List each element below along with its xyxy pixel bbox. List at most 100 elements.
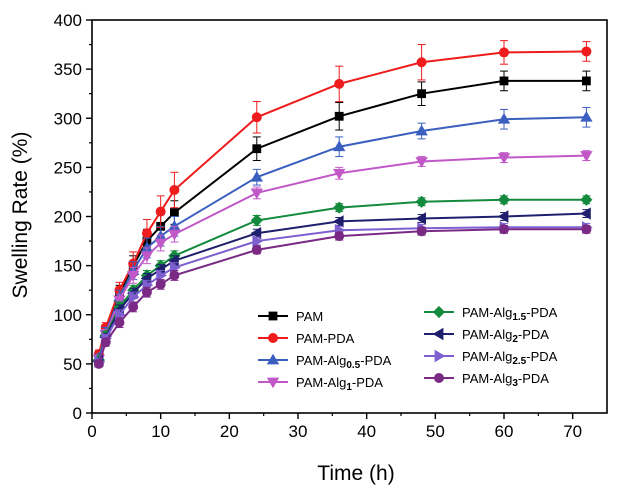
data-point [581,224,592,235]
y-tick-label: 350 [54,60,82,79]
legend-swatch-marker [432,305,446,319]
data-point [140,272,152,285]
data-point [93,358,104,369]
data-point [140,251,154,263]
data-point [127,271,140,282]
data-point [169,208,179,217]
data-point [113,295,126,307]
data-point [128,301,139,312]
data-point [169,270,180,281]
legend-swatch-marker [433,372,444,383]
data-point [250,227,262,240]
legend-item-6: PAM-Alg2-PDA [424,327,549,345]
data-point [334,78,345,89]
data-point [415,195,428,208]
legend-label: PAM [296,309,323,324]
data-point [415,157,428,168]
series-group [92,40,593,369]
data-point [100,337,111,348]
data-point [497,193,511,206]
y-axis-title: Swelling Rate (%) [9,132,32,299]
y-tick-label: 250 [54,158,82,177]
data-point [416,57,427,68]
data-point [168,229,181,241]
x-tick-label: 10 [151,422,170,441]
data-point [497,112,511,124]
legend-label: PAM-Alg1.5-PDA [462,305,558,323]
x-tick-label: 60 [495,422,514,441]
data-point [252,144,262,154]
series-8 [93,224,592,369]
data-point [155,206,166,217]
x-tick-label: 30 [289,422,308,441]
data-point [334,111,344,121]
legend-label: PAM-Alg1-PDA [296,375,383,393]
axes: 0 10 20 30 40 50 60 70 0 50 100 150 200 250 300 350 400 [54,11,608,441]
y-tick-label: 50 [63,355,82,374]
data-point [154,238,167,250]
legend: PAM PAM-PDA PAM-Alg0.5-PDA PAM-Alg1-PDA PAM-… [258,305,558,393]
data-point [334,231,345,242]
data-point [332,215,344,228]
legend-swatch-marker [266,353,280,365]
data-point [250,188,263,200]
legend-swatch-marker [432,327,444,341]
x-tick-label: 0 [87,422,96,441]
legend-label: PAM-Alg2-PDA [462,327,549,345]
legend-swatch-marker [268,311,278,321]
data-point [155,279,166,290]
data-point [141,287,152,298]
legend-swatch-marker [266,377,280,389]
y-tick-label: 300 [54,109,82,128]
data-point [169,184,180,195]
data-point [580,207,591,220]
data-point [141,228,152,239]
data-point [580,151,593,162]
x-axis-title: Time (h) [317,462,394,485]
data-point [168,254,179,267]
x-tick-label: 70 [563,422,582,441]
data-point [416,226,427,237]
y-tick-label: 200 [54,208,82,227]
data-point [498,47,509,58]
x-tick-label: 20 [220,422,239,441]
data-point [581,46,592,57]
data-point [497,153,511,164]
x-tick-label: 40 [357,422,376,441]
data-point [417,89,427,99]
data-point [498,224,509,235]
data-point [250,214,263,227]
data-point [582,76,591,86]
y-tick-label: 100 [54,306,82,325]
series-line [97,116,587,359]
data-point [580,193,593,206]
legend-label: PAM-Alg3-PDA [462,371,549,389]
legend-label: PAM-Alg2.5-PDA [462,349,558,367]
legend-item-8: PAM-Alg3-PDA [424,371,549,389]
legend-swatch-marker [267,332,278,343]
data-point [415,124,428,136]
series-line [97,50,587,355]
legend-item-7: PAM-Alg2.5-PDA [424,349,558,367]
y-tick-label: 0 [73,404,82,423]
legend-item-4: PAM-Alg1-PDA [258,375,383,393]
legend-label: PAM-Alg0.5-PDA [296,353,392,371]
legend-item-2: PAM-PDA [258,331,355,346]
data-point [114,317,125,328]
data-point [128,290,140,304]
y-tick-label: 150 [54,257,82,276]
data-point [156,269,167,282]
legend-swatch-marker [434,349,446,363]
data-point [333,201,346,214]
data-point [251,244,262,255]
data-point [333,140,346,152]
data-point [251,112,262,123]
data-point [497,210,509,223]
x-tick-label: 50 [426,422,445,441]
legend-item-3: PAM-Alg0.5-PDA [258,353,392,371]
data-point [580,110,593,122]
legend-item-5: PAM-Alg1.5-PDA [424,305,558,323]
data-point [333,168,346,180]
data-point [250,170,263,182]
